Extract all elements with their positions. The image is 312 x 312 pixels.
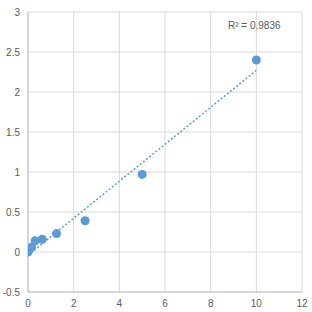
svg-text:-0.5: -0.5 — [8, 287, 20, 298]
svg-text:8: 8 — [208, 298, 214, 309]
svg-text:1.5: 1.5 — [8, 127, 20, 138]
svg-text:2: 2 — [71, 298, 77, 309]
svg-text:6: 6 — [162, 298, 168, 309]
svg-text:4: 4 — [117, 298, 123, 309]
svg-text:10: 10 — [251, 298, 263, 309]
svg-text:12: 12 — [296, 298, 304, 309]
svg-text:2.5: 2.5 — [8, 47, 20, 58]
svg-text:1: 1 — [14, 167, 20, 178]
html-text:R² = 0.9836: R² = 0.9836 — [228, 20, 281, 31]
svg-text:0: 0 — [25, 298, 31, 309]
svg-text:0.5: 0.5 — [8, 207, 20, 218]
svg-text:2: 2 — [14, 87, 20, 98]
svg-text:3: 3 — [14, 7, 20, 18]
svg-text:0: 0 — [14, 247, 20, 258]
